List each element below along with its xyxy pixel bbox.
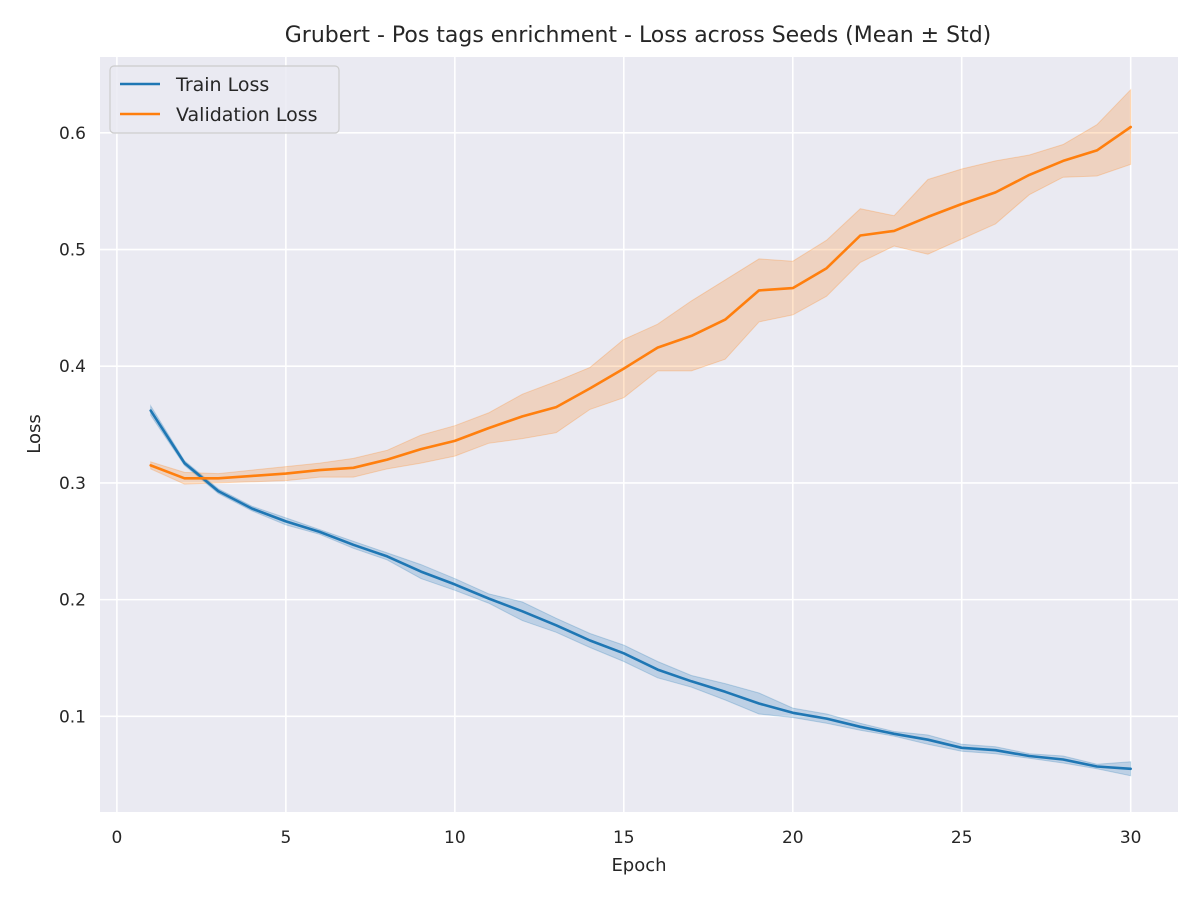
chart-title: Grubert - Pos tags enrichment - Loss acr… <box>285 23 992 48</box>
grid-lines <box>100 57 1178 812</box>
plot-area <box>100 57 1178 812</box>
y-axis-label: Loss <box>24 414 45 453</box>
legend: Train Loss Validation Loss <box>109 65 340 134</box>
y-tick-label: 0.5 <box>59 241 86 261</box>
train-loss-legend-label: Train Loss <box>175 74 269 96</box>
tick-labels: 0 5 10 15 20 25 30 0.1 0.2 0.3 0.4 0.5 0.6 <box>59 124 1142 848</box>
x-tick-label: 0 <box>111 828 122 848</box>
train-loss-std-band <box>150 404 1132 777</box>
validation-loss-std-band <box>150 88 1132 485</box>
legend-box <box>109 65 340 134</box>
validation-loss-line <box>149 125 1132 480</box>
y-tick-label: 0.4 <box>59 357 86 377</box>
y-tick-label: 0.6 <box>59 124 86 144</box>
y-tick-label: 0.2 <box>59 591 86 611</box>
series-lines <box>149 125 1132 771</box>
train-loss-line <box>149 409 1132 771</box>
y-tick-label: 0.3 <box>59 474 86 494</box>
x-tick-label: 5 <box>280 828 291 848</box>
x-tick-label: 30 <box>1120 828 1142 848</box>
x-tick-label: 25 <box>951 828 973 848</box>
x-axis-label: Epoch <box>611 855 666 876</box>
x-tick-label: 15 <box>613 828 635 848</box>
y-tick-label: 0.1 <box>59 707 86 727</box>
x-tick-label: 20 <box>782 828 804 848</box>
x-tick-label: 10 <box>444 828 466 848</box>
std-bands <box>150 88 1132 777</box>
validation-loss-legend-label: Validation Loss <box>176 104 318 126</box>
